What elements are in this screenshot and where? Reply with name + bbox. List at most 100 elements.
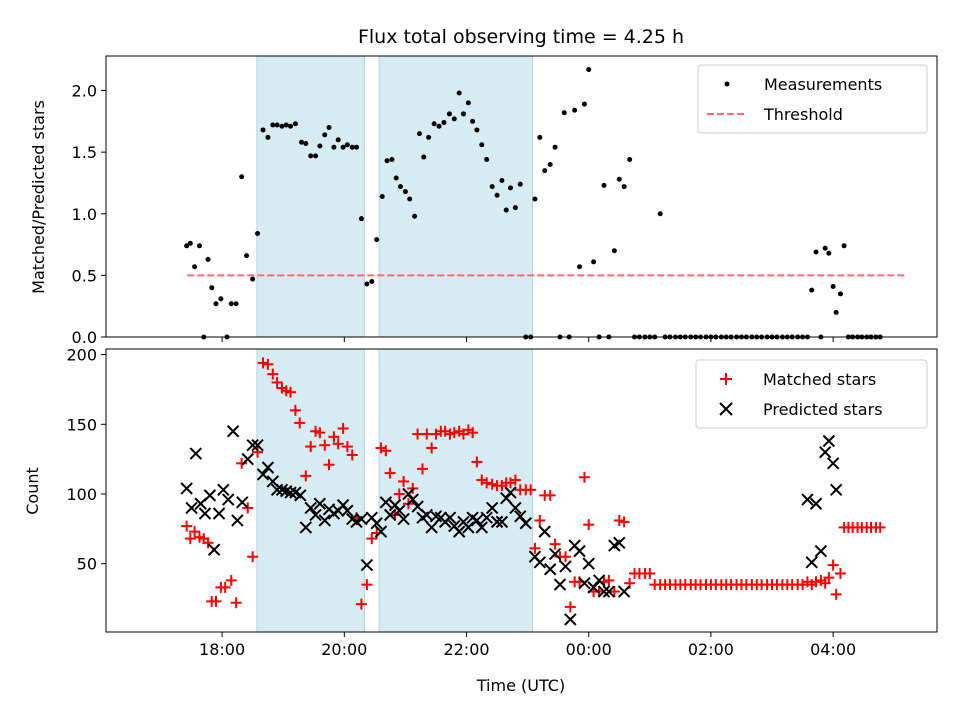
measurement-point xyxy=(561,110,567,116)
measurement-point xyxy=(250,276,256,282)
predicted-star-point xyxy=(613,536,626,549)
matched-star-point xyxy=(398,475,410,487)
predicted-star-point xyxy=(370,517,383,530)
measurement-point xyxy=(354,144,360,150)
predicted-star-point xyxy=(393,504,406,517)
measurement-point xyxy=(292,121,298,127)
top-y-axis-label: Matched/Predicted stars xyxy=(29,100,48,294)
measurement-point xyxy=(591,259,597,265)
measurement-point xyxy=(255,230,261,236)
measurement-point xyxy=(611,248,617,254)
measurement-point xyxy=(288,123,294,129)
matched-star-point xyxy=(337,422,349,434)
matched-star-point xyxy=(613,514,625,526)
predicted-star-point xyxy=(341,504,354,517)
predicted-star-point xyxy=(818,445,832,459)
measurement-point xyxy=(260,127,266,133)
measurement-point xyxy=(426,134,432,140)
predicted-star-point xyxy=(504,486,517,499)
matched-star-point xyxy=(247,551,259,563)
legend-measurement-label: Measurements xyxy=(764,75,882,94)
predicted-star-point xyxy=(592,574,606,587)
measurement-point xyxy=(460,111,466,117)
measurement-point xyxy=(621,184,627,190)
matched-star-point xyxy=(417,463,429,475)
predicted-star-point xyxy=(462,521,475,534)
measurement-point xyxy=(279,123,285,129)
predicted-star-point xyxy=(829,483,843,497)
measurement-point xyxy=(398,184,404,190)
matched-star-point xyxy=(267,368,279,380)
matched-star-point xyxy=(332,438,344,450)
observing-band xyxy=(256,348,365,633)
matched-star-point xyxy=(314,427,326,439)
y-tick-label: 0.0 xyxy=(72,328,97,347)
predicted-star-point xyxy=(180,482,193,495)
measurement-point xyxy=(508,185,514,191)
measurement-point xyxy=(489,184,495,190)
predicted-star-point xyxy=(480,511,493,524)
predicted-star-point xyxy=(495,515,509,529)
measurement-point xyxy=(436,123,442,129)
predicted-star-point xyxy=(559,560,572,573)
measurement-point xyxy=(283,122,289,128)
x-axis-label: Time (UTC) xyxy=(476,676,565,695)
measurement-point xyxy=(213,301,219,307)
measurement-point xyxy=(451,116,457,122)
matched-star-point xyxy=(294,417,306,429)
measurement-point xyxy=(586,67,592,73)
measurement-point xyxy=(187,240,193,246)
predicted-star-point xyxy=(318,514,331,527)
y-tick-label: 1.0 xyxy=(72,205,97,224)
x-tick-label: 04:00 xyxy=(810,640,856,659)
predicted-star-point xyxy=(548,547,562,561)
measurement-point xyxy=(228,301,234,307)
matched-star-point xyxy=(181,520,193,532)
y-tick-label: 1.5 xyxy=(72,143,97,162)
measurement-point xyxy=(581,101,587,107)
measurement-point xyxy=(349,144,355,150)
matched-star-point xyxy=(257,357,269,369)
predicted-star-point xyxy=(299,521,313,534)
predicted-star-point xyxy=(397,512,410,526)
measurement-point xyxy=(431,121,437,127)
measurement-point xyxy=(218,296,224,302)
matched-star-point xyxy=(810,576,822,588)
measurement-point xyxy=(484,157,490,163)
predicted-star-point xyxy=(573,544,586,558)
predicted-star-point xyxy=(470,514,484,527)
matched-star-point xyxy=(583,519,595,531)
predicted-star-point xyxy=(452,525,466,538)
measurement-point xyxy=(265,134,271,140)
y-tick-label: 50 xyxy=(77,555,97,574)
bottom-plot-frame xyxy=(105,348,938,633)
measurement-point xyxy=(313,153,319,159)
matched-star-point xyxy=(355,598,367,610)
predicted-star-point xyxy=(617,585,631,598)
matched-star-point xyxy=(827,559,839,571)
predicted-star-point xyxy=(355,512,368,526)
matched-star-point xyxy=(467,427,479,439)
measurement-point xyxy=(308,153,314,159)
measurement-point xyxy=(837,291,843,297)
measurement-point xyxy=(184,243,190,249)
matched-star-point xyxy=(225,574,237,586)
predicted-star-point xyxy=(425,521,438,534)
measurement-point xyxy=(456,90,462,96)
matched-star-point xyxy=(300,470,312,482)
measurement-point xyxy=(299,139,305,145)
matched-star-point xyxy=(189,526,201,538)
matched-star-point xyxy=(202,537,214,549)
predicted-star-point xyxy=(294,489,307,502)
observing-band xyxy=(256,55,365,338)
measurement-point xyxy=(822,245,828,251)
predicted-star-point xyxy=(207,543,221,556)
top-y-ticks: 0.0 0.5 1.0 1.5 2.0 xyxy=(72,82,106,347)
measurement-point xyxy=(233,301,239,307)
measurement-point xyxy=(809,287,815,293)
y-tick-label: 150 xyxy=(66,415,97,434)
matched-star-point xyxy=(384,467,396,479)
predicted-star-point xyxy=(203,489,217,502)
legend-threshold-label: Threshold xyxy=(763,105,843,124)
matched-star-point xyxy=(393,488,405,500)
